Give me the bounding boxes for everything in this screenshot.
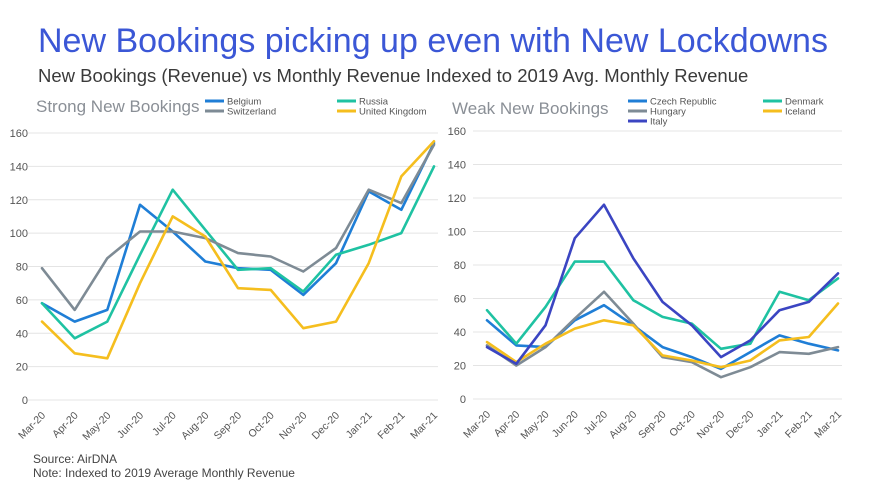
y-tick-label: 80	[16, 262, 28, 274]
x-tick-label: Nov-20	[695, 409, 728, 442]
chart-title-strong: Strong New Bookings	[36, 97, 200, 116]
x-tick-label: Mar-20	[16, 410, 48, 442]
legend-label: Italy	[650, 117, 668, 128]
y-tick-label: 20	[454, 361, 466, 373]
x-tick-label: Mar-21	[408, 410, 440, 442]
legend-label: Denmark	[785, 97, 824, 108]
x-tick-label: Jul-20	[150, 410, 179, 439]
x-tick-label: Apr-20	[492, 409, 523, 440]
y-tick-label: 120	[10, 195, 28, 207]
series-line-hungary	[485, 290, 840, 379]
x-tick-label: Aug-20	[179, 410, 212, 443]
page-subtitle: New Bookings (Revenue) vs Monthly Revenu…	[38, 65, 749, 86]
x-tick-label: Aug-20	[607, 409, 640, 442]
y-tick-label: 160	[10, 128, 28, 140]
y-tick-label: 140	[448, 160, 466, 172]
x-tick-label: Feb-21	[375, 410, 407, 442]
legend-label: Czech Republic	[650, 97, 717, 108]
x-tick-label: Oct-20	[246, 410, 277, 441]
legend-label: Switzerland	[227, 107, 276, 118]
y-tick-label: 0	[22, 395, 28, 407]
series-line-russia	[40, 165, 436, 340]
legend-label: Iceland	[785, 107, 816, 118]
legend-label: Belgium	[227, 97, 261, 108]
x-tick-label: Jun-20	[115, 410, 146, 441]
y-tick-label: 120	[448, 193, 466, 205]
y-tick-label: 100	[10, 228, 28, 240]
x-tick-label: Jun-20	[550, 409, 581, 440]
x-tick-label: Mar-21	[812, 409, 844, 441]
series-line-italy	[485, 203, 840, 366]
x-tick-label: Jul-20	[581, 409, 610, 438]
y-tick-label: 60	[454, 294, 466, 306]
y-tick-label: 40	[454, 327, 466, 339]
series-line-iceland	[485, 302, 840, 369]
y-tick-label: 80	[454, 260, 466, 272]
source-note: Source: AirDNA	[33, 452, 118, 466]
page-title: New Bookings picking up even with New Lo…	[38, 22, 828, 60]
x-tick-label: Dec-20	[310, 410, 343, 443]
y-tick-label: 100	[448, 227, 466, 239]
x-tick-label: Feb-21	[783, 409, 815, 441]
series-line-switzerland	[40, 143, 436, 312]
x-tick-label: Sep-20	[636, 409, 669, 442]
x-tick-label: Jan-21	[344, 410, 375, 441]
indexing-note: Note: Indexed to 2019 Average Monthly Re…	[33, 466, 295, 480]
legend-label: Russia	[359, 97, 389, 108]
x-tick-label: Jan-21	[754, 409, 785, 440]
chart-title-weak: Weak New Bookings	[452, 99, 609, 118]
x-tick-label: May-20	[518, 409, 551, 442]
y-tick-label: 60	[16, 295, 28, 307]
x-tick-label: Sep-20	[212, 410, 245, 443]
y-tick-label: 140	[10, 161, 28, 173]
series-line-belgium	[40, 141, 436, 323]
x-tick-label: Nov-20	[277, 410, 310, 443]
series-line-united-kingdom	[40, 140, 436, 360]
legend-label: Hungary	[650, 107, 686, 118]
x-tick-label: Apr-20	[50, 410, 81, 441]
y-tick-label: 0	[460, 394, 466, 406]
y-tick-label: 20	[16, 362, 28, 374]
legend-label: United Kingdom	[359, 107, 427, 118]
series-line-denmark	[485, 260, 840, 351]
x-tick-label: Mar-20	[461, 409, 493, 441]
x-tick-label: Oct-20	[667, 409, 698, 440]
y-tick-label: 160	[448, 126, 466, 138]
y-tick-label: 40	[16, 328, 28, 340]
x-tick-label: Dec-20	[724, 409, 757, 442]
x-tick-label: May-20	[80, 410, 113, 443]
